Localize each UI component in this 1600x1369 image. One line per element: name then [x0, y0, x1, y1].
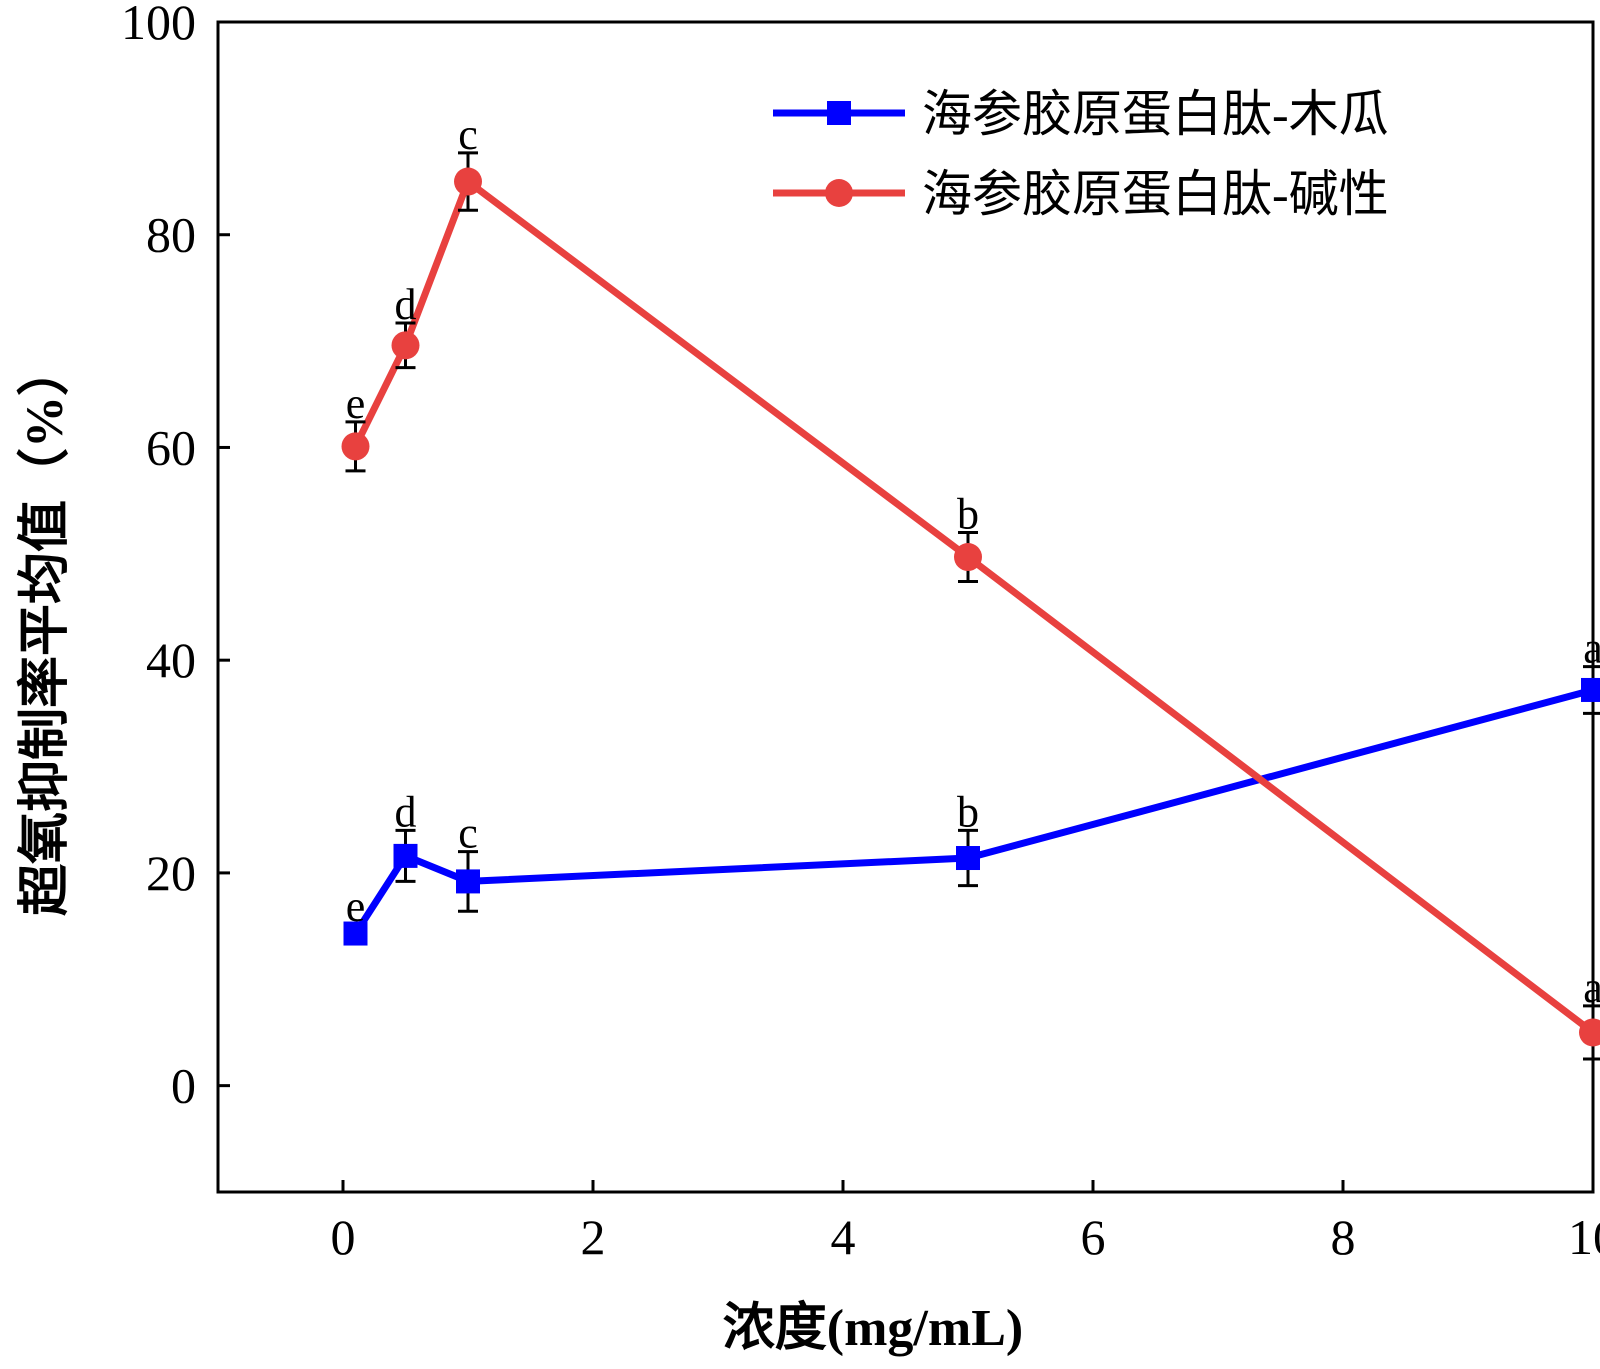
y-tick-label: 0: [171, 1058, 196, 1114]
x-axis-title: 浓度(mg/mL): [723, 1299, 1023, 1357]
legend-label: 海参胶原蛋白肽-碱性: [922, 166, 1389, 222]
data-point-circle: [391, 331, 420, 360]
y-tick-label: 20: [146, 845, 196, 901]
series-1: ed c b a: [343, 624, 1600, 946]
x-tick-label: 8: [1331, 1209, 1356, 1265]
data-point-circle: [954, 543, 982, 572]
y-axis-title: 超氧抑制率平均值（%）: [16, 344, 74, 916]
data-point-square: [393, 843, 418, 868]
data-point-square: [343, 921, 368, 946]
significance-label: b: [957, 490, 979, 539]
significance-label: d: [395, 280, 417, 329]
y-tick-label: 80: [146, 207, 196, 263]
data-point-square: [1581, 677, 1600, 702]
significance-label: d: [395, 787, 417, 836]
y-tick-label: 100: [121, 0, 196, 50]
legend-label: 海参胶原蛋白肽-木瓜: [922, 86, 1389, 142]
significance-label: c: [458, 110, 478, 159]
legend-marker-circle: [825, 179, 853, 207]
significance-label: c: [458, 809, 478, 858]
y-tick-label: 40: [146, 632, 196, 688]
significance-label: e: [346, 379, 366, 428]
x-tick-label: 2: [581, 1209, 606, 1265]
x-tick-label: 4: [831, 1209, 856, 1265]
significance-label: a: [1583, 624, 1600, 673]
series-line: [352, 178, 1596, 1036]
significance-label: a: [1583, 963, 1600, 1012]
x-tick-label: 6: [1081, 1209, 1106, 1265]
significance-label: b: [957, 787, 979, 836]
data-point-circle: [341, 432, 370, 461]
x-tick-label: 10: [1568, 1209, 1600, 1265]
y-tick-label: 60: [146, 419, 196, 475]
significance-label: e: [346, 882, 366, 931]
axis-ticks: 0246810020406080100: [121, 0, 1600, 1265]
x-tick-label: 0: [331, 1209, 356, 1265]
data-point-square: [956, 846, 980, 871]
data-point-square: [456, 869, 480, 894]
data-point-circle: [454, 167, 482, 196]
legend-marker-square: [827, 101, 851, 125]
plot-frame: [216, 20, 1595, 1194]
data-point-circle: [1579, 1018, 1600, 1047]
